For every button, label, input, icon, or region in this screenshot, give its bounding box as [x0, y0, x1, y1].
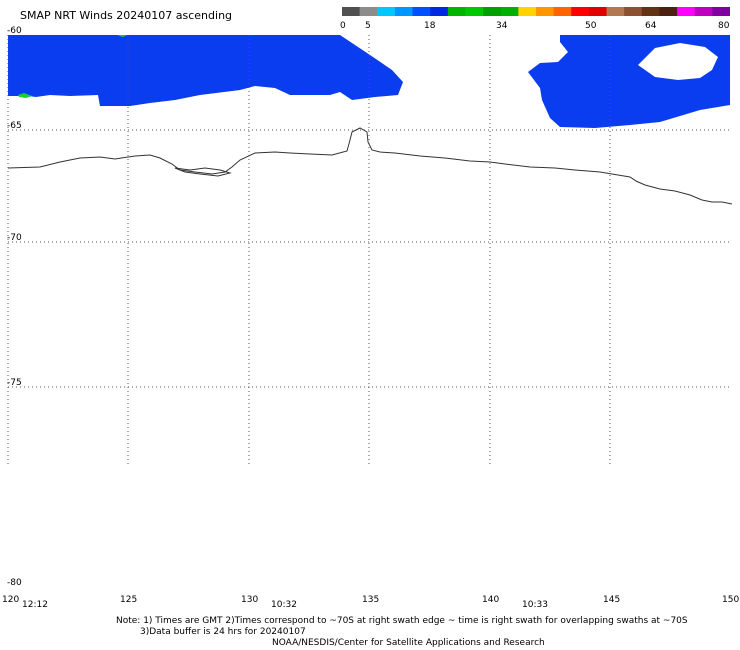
colorbar-label: 64	[645, 21, 657, 31]
lat-label: -60	[7, 26, 22, 36]
colorbar-segment	[394, 7, 414, 16]
lon-label: 150	[722, 595, 740, 605]
colorbar-segment	[377, 7, 396, 16]
map-title: SMAP NRT Winds 20240107 ascending	[20, 9, 233, 22]
colorbar-label: 18	[424, 21, 436, 31]
lat-label: -65	[7, 121, 22, 131]
colorbar-segment	[606, 7, 625, 16]
colorbar-segment	[342, 7, 361, 16]
lat-label: -80	[7, 578, 22, 588]
wind-speed-colorbar	[342, 7, 730, 16]
lat-label: -70	[7, 233, 22, 243]
colorbar-label: 50	[585, 21, 597, 31]
swath-time: 12:12	[22, 600, 48, 610]
antarctic-coastline	[7, 127, 733, 205]
lon-label: 135	[362, 595, 380, 605]
swath-time: 10:32	[271, 600, 297, 610]
colorbar-label: 0	[340, 21, 346, 31]
colorbar-segment	[588, 7, 608, 16]
credit-line: NOAA/NESDIS/Center for Satellite Applica…	[272, 638, 545, 648]
colorbar-segment	[412, 7, 431, 16]
grid-lines	[7, 35, 730, 464]
note-line: 3)Data buffer is 24 hrs for 20240107	[140, 627, 306, 637]
colorbar-segment	[465, 7, 484, 16]
lon-label: 120	[2, 595, 20, 605]
colorbar-label: 5	[365, 21, 371, 31]
wind-swath-right	[528, 35, 730, 128]
colorbar-label: 80	[718, 21, 730, 31]
colorbar-segment	[518, 7, 537, 16]
colorbar-segment	[359, 7, 378, 16]
swath-time: 10:33	[522, 600, 548, 610]
colorbar-segment	[712, 7, 730, 16]
colorbar-segment	[677, 7, 696, 16]
colorbar-segment	[571, 7, 590, 16]
lon-label: 125	[120, 595, 138, 605]
colorbar-segment	[694, 7, 713, 16]
lon-label: 130	[241, 595, 259, 605]
colorbar-segment	[500, 7, 519, 16]
colorbar-segment	[624, 7, 643, 16]
wind-swath-left	[8, 35, 403, 106]
lon-label: 145	[603, 595, 621, 605]
colorbar-segment	[553, 7, 572, 16]
colorbar-segment	[430, 7, 449, 16]
colorbar-segment	[641, 7, 660, 16]
colorbar-label: 34	[496, 21, 508, 31]
colorbar-segment	[483, 7, 502, 16]
wind-green-patch	[117, 35, 127, 37]
wind-green-patch	[18, 93, 32, 98]
colorbar-segment	[447, 7, 466, 16]
coastline-bay	[174, 167, 232, 177]
note-line: Note: 1) Times are GMT 2)Times correspon…	[116, 616, 688, 626]
lon-label: 140	[482, 595, 500, 605]
lat-label: -75	[7, 378, 22, 388]
colorbar-segment	[659, 7, 678, 16]
colorbar-segment	[536, 7, 555, 16]
